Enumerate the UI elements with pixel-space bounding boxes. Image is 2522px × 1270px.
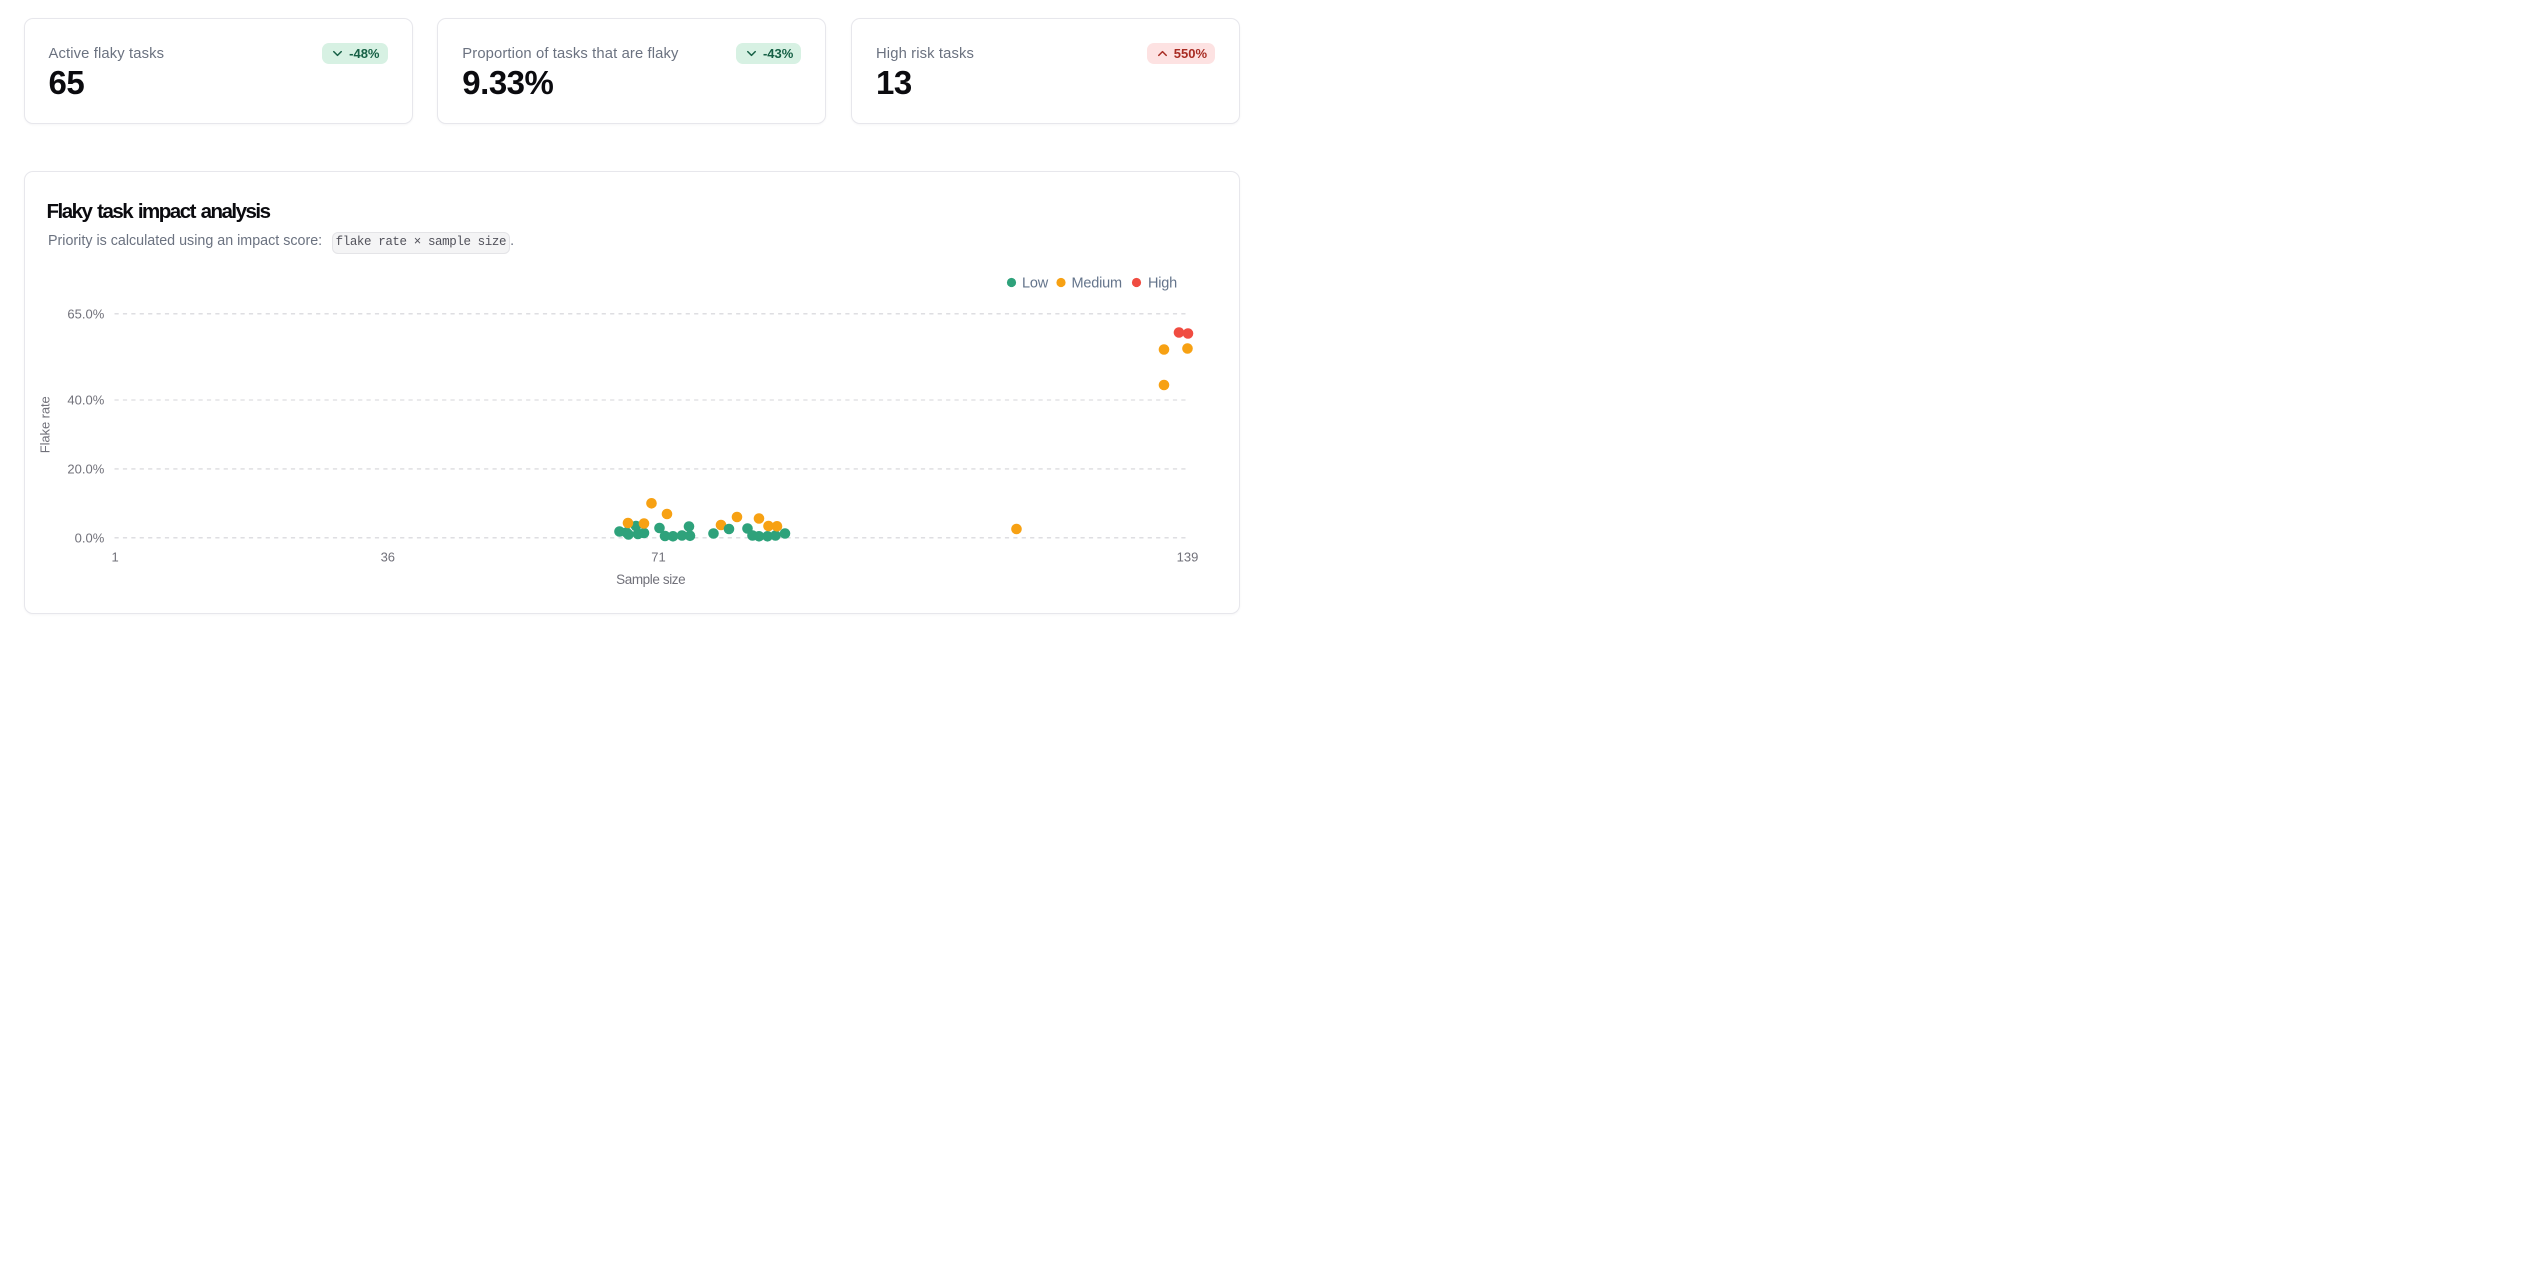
svg-text:Medium: Medium	[1071, 276, 1121, 292]
svg-text:Flake rate: Flake rate	[37, 396, 52, 453]
svg-text:71: 71	[651, 550, 665, 565]
svg-text:0.0%: 0.0%	[74, 530, 104, 545]
svg-text:20.0%: 20.0%	[67, 461, 104, 476]
svg-text:Low: Low	[1022, 276, 1049, 292]
svg-text:40.0%: 40.0%	[67, 393, 104, 408]
svg-text:36: 36	[380, 550, 394, 565]
svg-text:139: 139	[1176, 550, 1198, 565]
svg-text:Sample size: Sample size	[616, 572, 685, 587]
svg-text:65.0%: 65.0%	[67, 306, 104, 321]
svg-text:1: 1	[111, 550, 118, 565]
svg-text:High: High	[1148, 276, 1177, 292]
